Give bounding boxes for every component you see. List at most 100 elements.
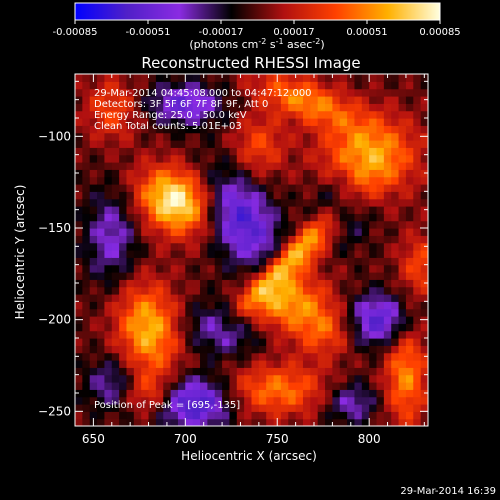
heatmap-cell [244, 286, 253, 295]
heatmap-cell [251, 279, 260, 288]
heatmap-cell [302, 294, 311, 302]
heatmap-cell [133, 191, 142, 200]
heatmap-cell [89, 279, 98, 288]
heatmap-cell [229, 228, 238, 236]
heatmap-cell [280, 396, 289, 405]
heatmap-cell [229, 242, 238, 251]
heatmap-cell [141, 316, 150, 324]
heatmap-cell [141, 272, 150, 280]
heatmap-cell [133, 338, 142, 346]
heatmap-cell [295, 242, 304, 251]
plot-frame [74, 73, 429, 427]
heatmap-cell [383, 88, 392, 97]
heatmap-cell [413, 330, 422, 339]
info-line: Detectors: 3F 5F 6F 7F 8F 9F, Att 0 [94, 99, 268, 110]
heatmap-cell [214, 242, 223, 251]
heatmap-cell [244, 176, 253, 185]
heatmap-cell [339, 147, 348, 156]
heatmap-cell [97, 323, 106, 332]
heatmap-cell [133, 154, 142, 163]
heatmap-cell [148, 198, 157, 207]
heatmap-cell [244, 81, 253, 90]
heatmap-cell [251, 110, 260, 119]
heatmap-cell [185, 396, 194, 405]
heatmap-cell [148, 279, 157, 288]
heatmap-cell [280, 118, 289, 126]
heatmap-cell [413, 396, 422, 405]
heatmap-cell [148, 206, 157, 214]
heatmap-cell [163, 250, 172, 258]
heatmap-cell [325, 316, 333, 324]
heatmap-cell [200, 125, 208, 134]
heatmap-cell [266, 286, 275, 295]
heatmap-cell [310, 220, 319, 229]
heatmap-cell [332, 88, 341, 97]
heatmap-cell [383, 323, 392, 332]
heatmap-cell [222, 264, 231, 273]
heatmap-cell [89, 176, 98, 185]
heatmap-cell [354, 184, 363, 192]
heatmap-cell [361, 294, 370, 302]
heatmap-cell [170, 162, 179, 170]
heatmap-cell [361, 272, 370, 280]
heatmap-cell [207, 88, 216, 97]
heatmap-cell [317, 308, 326, 317]
heatmap-cell [347, 88, 356, 97]
heatmap-cell [413, 147, 422, 156]
heatmap-cell [75, 330, 83, 339]
info-line: Clean Total counts: 5.01E+03 [94, 121, 242, 132]
heatmap-cell [192, 382, 201, 390]
heatmap-cell [163, 272, 172, 280]
heatmap-cell [413, 301, 422, 310]
heatmap-cell [177, 169, 186, 178]
heatmap-cell [229, 96, 238, 104]
heatmap-cell [361, 213, 370, 222]
heatmap-cell [229, 323, 238, 332]
heatmap-cell [177, 154, 186, 163]
heatmap-cell [332, 96, 341, 104]
heatmap-cell [207, 250, 216, 258]
heatmap-cell [148, 330, 157, 339]
heatmap-cell [133, 308, 142, 317]
heatmap-cell [413, 110, 422, 119]
heatmap-cell [141, 162, 150, 170]
y-tick-label: −150 [38, 221, 71, 235]
heatmap-cell [339, 396, 348, 405]
heatmap-cell [339, 103, 348, 112]
heatmap-cell [332, 294, 341, 302]
heatmap-cell [310, 382, 319, 390]
heatmap-cell [317, 242, 326, 251]
heatmap-cell [119, 352, 128, 361]
heatmap-cell [133, 352, 142, 361]
heatmap-cell [148, 286, 157, 295]
heatmap-cell [413, 338, 422, 346]
heatmap-cell [361, 132, 370, 141]
heatmap-cell [222, 140, 231, 148]
heatmap-cell [170, 294, 179, 302]
heatmap-cell [229, 110, 238, 119]
heatmap-cell [192, 88, 201, 97]
heatmap-cell [155, 367, 164, 376]
heatmap-cell [75, 286, 83, 295]
heatmap-cell [258, 125, 267, 134]
heatmap-cell [111, 132, 120, 141]
heatmap-cell [302, 316, 311, 324]
heatmap-cell [207, 257, 216, 266]
heatmap-cell [295, 184, 304, 192]
heatmap-cell [280, 345, 289, 354]
heatmap-cell [347, 316, 356, 324]
heatmap-cell [288, 360, 297, 368]
heatmap-cell [111, 264, 120, 273]
heatmap-cell [82, 169, 91, 178]
heatmap-cell [376, 404, 385, 412]
heatmap-cell [155, 286, 164, 295]
heatmap-cell [266, 184, 275, 192]
heatmap-cell [207, 308, 216, 317]
heatmap-cell [97, 264, 106, 273]
heatmap-cell [354, 345, 363, 354]
heatmap-cell [236, 228, 245, 236]
heatmap-cell [104, 140, 113, 148]
heatmap-cell [82, 404, 91, 412]
heatmap-cell [170, 220, 179, 229]
heatmap-cell [200, 228, 208, 236]
